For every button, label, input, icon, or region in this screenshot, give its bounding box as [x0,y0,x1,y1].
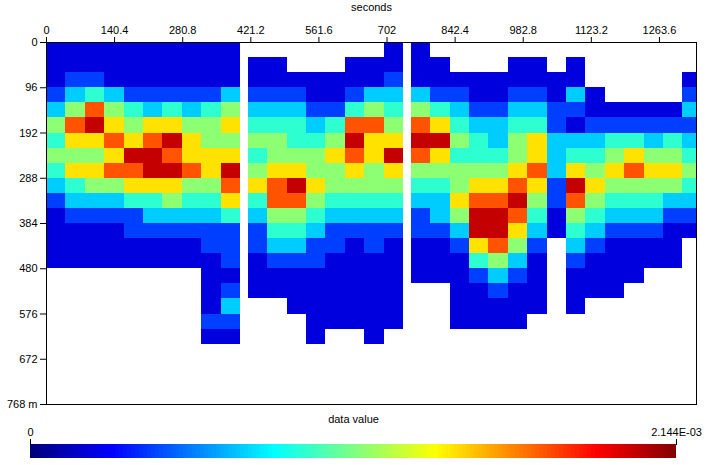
svg-text:982.8: 982.8 [509,24,537,36]
svg-text:842.4: 842.4 [441,24,469,36]
svg-text:421.2: 421.2 [237,24,265,36]
svg-text:384: 384 [19,217,37,229]
svg-text:96: 96 [25,81,37,93]
svg-text:2.144E-03: 2.144E-03 [651,426,702,438]
svg-text:672: 672 [19,353,37,365]
svg-text:1123.2: 1123.2 [575,24,608,36]
svg-text:seconds: seconds [351,1,392,13]
svg-text:140.4: 140.4 [101,24,129,36]
svg-text:768 m: 768 m [7,398,38,410]
svg-text:561.6: 561.6 [305,24,333,36]
svg-text:0: 0 [31,36,37,48]
svg-text:1263.6: 1263.6 [643,24,677,36]
svg-text:702: 702 [378,24,396,36]
svg-text:288: 288 [19,172,37,184]
svg-text:576: 576 [19,308,37,320]
svg-text:0: 0 [27,426,33,438]
svg-text:data value: data value [328,413,379,425]
svg-text:0: 0 [43,24,49,36]
svg-text:280.8: 280.8 [169,24,197,36]
svg-text:192: 192 [19,127,37,139]
svg-text:480: 480 [19,262,37,274]
